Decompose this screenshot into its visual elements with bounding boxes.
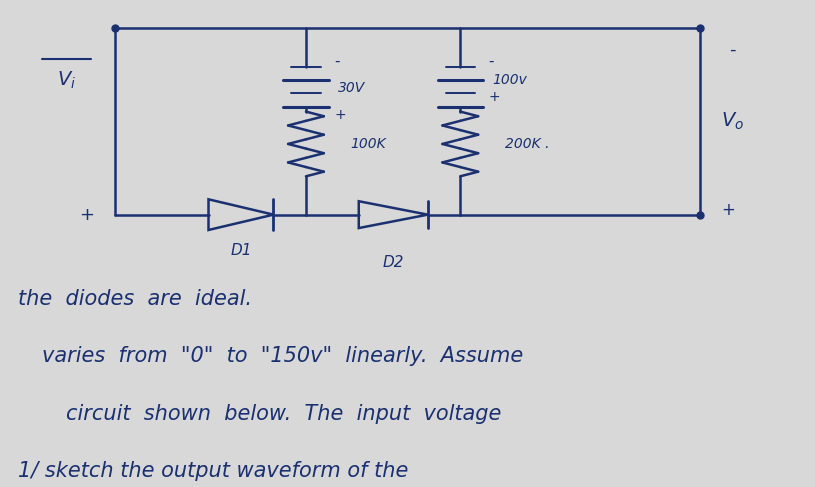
Text: +: +: [79, 206, 95, 224]
Text: 200K .: 200K .: [505, 137, 549, 151]
Text: $V_o$: $V_o$: [720, 111, 744, 132]
Text: 1/ sketch the output waveform of the: 1/ sketch the output waveform of the: [18, 462, 408, 482]
Text: +: +: [489, 90, 500, 104]
Text: +: +: [334, 109, 346, 122]
Text: $V_i$: $V_i$: [57, 70, 76, 91]
Text: 100K: 100K: [350, 137, 386, 151]
Text: -: -: [489, 54, 494, 69]
Text: 30V: 30V: [338, 81, 366, 94]
Text: D2: D2: [382, 255, 404, 270]
Text: -: -: [729, 40, 736, 58]
Text: circuit  shown  below.  The  input  voltage: circuit shown below. The input voltage: [66, 404, 502, 424]
Text: -: -: [334, 54, 340, 69]
Text: 100v: 100v: [493, 74, 527, 88]
Text: D1: D1: [231, 243, 252, 258]
Text: varies  from  "0"  to  "150v"  linearly.  Assume: varies from "0" to "150v" linearly. Assu…: [42, 346, 523, 366]
Text: the  diodes  are  ideal.: the diodes are ideal.: [18, 289, 252, 309]
Text: +: +: [721, 201, 735, 219]
